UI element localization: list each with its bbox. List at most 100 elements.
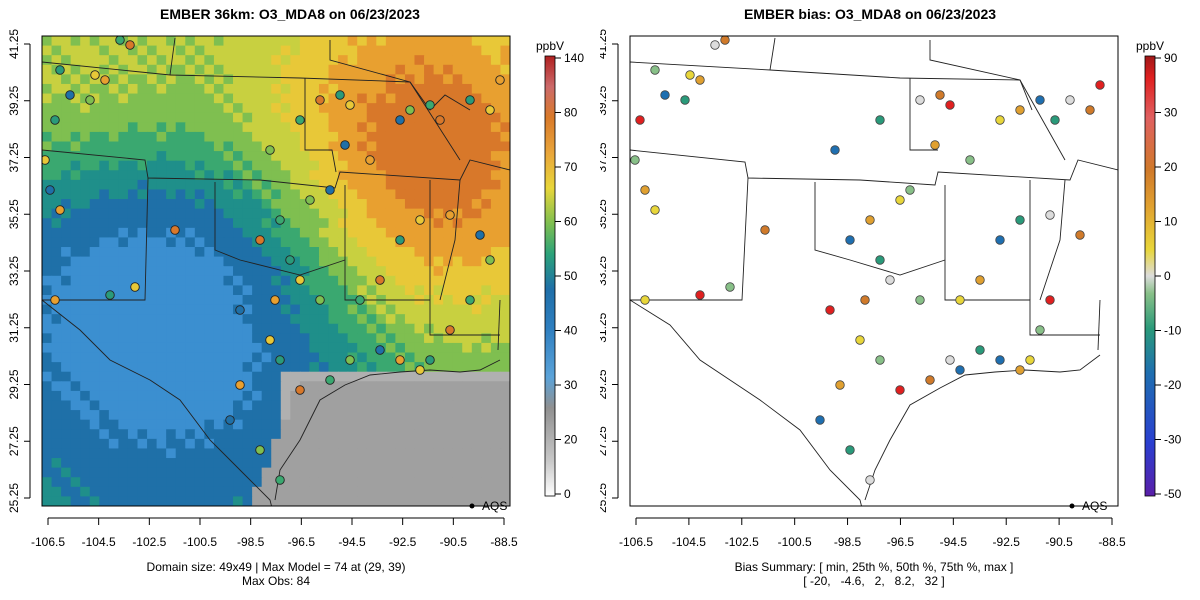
model-cell	[414, 304, 425, 315]
model-cell	[194, 314, 205, 325]
aqs-station	[395, 115, 405, 125]
model-cell	[70, 400, 81, 411]
model-cell	[70, 112, 81, 123]
model-cell	[328, 45, 339, 56]
model-cell	[185, 247, 196, 258]
model-cell	[185, 285, 196, 296]
model-cell	[42, 458, 53, 469]
model-cell	[108, 496, 120, 506]
model-cell	[99, 189, 110, 200]
model-cell	[51, 83, 62, 95]
model-cell	[385, 83, 396, 95]
model-cell	[338, 36, 349, 47]
model-cell	[443, 160, 454, 171]
model-cell	[299, 390, 311, 402]
model-cell	[99, 275, 110, 286]
model-cell	[166, 304, 177, 315]
model-cell	[385, 122, 396, 133]
model-cell	[357, 103, 368, 114]
model-cell	[185, 429, 196, 440]
model-cell	[395, 199, 406, 210]
model-cell	[500, 390, 510, 402]
left-x-tick-label: -88.5	[490, 535, 518, 549]
model-cell	[108, 256, 120, 267]
model-cell	[127, 218, 139, 229]
right-map-title: EMBER bias: O3_MDA8 on 06/23/2023	[743, 6, 997, 22]
model-cell	[404, 83, 416, 95]
model-cell	[452, 381, 463, 392]
model-cell	[414, 256, 425, 267]
model-cell	[108, 438, 120, 450]
model-cell	[433, 45, 444, 56]
model-cell	[42, 381, 53, 392]
model-cell	[252, 304, 263, 315]
model-cell	[462, 199, 473, 210]
model-cell	[242, 467, 253, 478]
model-cell	[108, 362, 120, 373]
model-cell	[490, 381, 502, 392]
model-cell	[213, 467, 225, 478]
model-cell	[290, 304, 301, 315]
model-cell	[233, 64, 244, 75]
model-cell	[338, 179, 349, 191]
model-cell	[194, 247, 205, 258]
model-cell	[80, 381, 91, 392]
model-cell	[462, 390, 473, 402]
model-cell	[185, 294, 196, 306]
model-cell	[61, 237, 72, 248]
model-cell	[156, 45, 167, 56]
model-grid-cells	[42, 36, 510, 506]
model-cell	[395, 122, 406, 133]
model-cell	[471, 323, 482, 334]
model-cell	[481, 352, 492, 363]
model-cell	[70, 467, 81, 478]
model-cell	[194, 342, 205, 354]
bias-station	[1015, 365, 1025, 375]
model-cell	[80, 112, 91, 123]
model-cell	[89, 419, 100, 430]
bias-station	[945, 100, 955, 110]
model-cell	[471, 410, 482, 421]
model-cell	[366, 400, 377, 411]
model-cell	[299, 429, 311, 440]
model-cell	[376, 64, 387, 75]
model-cell	[357, 371, 368, 382]
model-cell	[290, 448, 301, 459]
model-cell	[500, 160, 510, 171]
model-cell	[89, 429, 100, 440]
model-cell	[175, 458, 186, 469]
model-cell	[194, 381, 205, 392]
model-cell	[471, 400, 482, 411]
model-cell	[395, 103, 406, 114]
model-cell	[280, 285, 291, 296]
model-cell	[357, 170, 368, 181]
model-cell	[127, 275, 139, 286]
model-cell	[89, 496, 100, 506]
model-cell	[137, 285, 148, 296]
model-cell	[433, 314, 444, 325]
model-cell	[490, 467, 502, 478]
model-cell	[70, 122, 81, 133]
model-cell	[404, 170, 416, 181]
model-cell	[443, 342, 454, 354]
model-cell	[471, 266, 482, 277]
model-cell	[127, 429, 139, 440]
model-cell	[137, 266, 148, 277]
model-cell	[89, 45, 100, 56]
model-cell	[452, 64, 463, 75]
model-cell	[424, 381, 435, 392]
model-cell	[252, 208, 263, 219]
model-cell	[424, 83, 435, 95]
model-cell	[127, 448, 139, 459]
model-cell	[328, 36, 339, 47]
left-caption-line2: Max Obs: 84	[241, 574, 311, 588]
model-cell	[252, 419, 263, 430]
model-cell	[299, 199, 311, 210]
model-cell	[280, 477, 291, 488]
aqs-station	[305, 195, 315, 205]
model-cell	[433, 237, 444, 248]
model-cell	[271, 93, 282, 104]
right-caption-line1: Bias Summary: [ min, 25th %, 50th %, 75t…	[734, 560, 1014, 574]
model-cell	[61, 323, 72, 334]
model-cell	[462, 400, 473, 411]
